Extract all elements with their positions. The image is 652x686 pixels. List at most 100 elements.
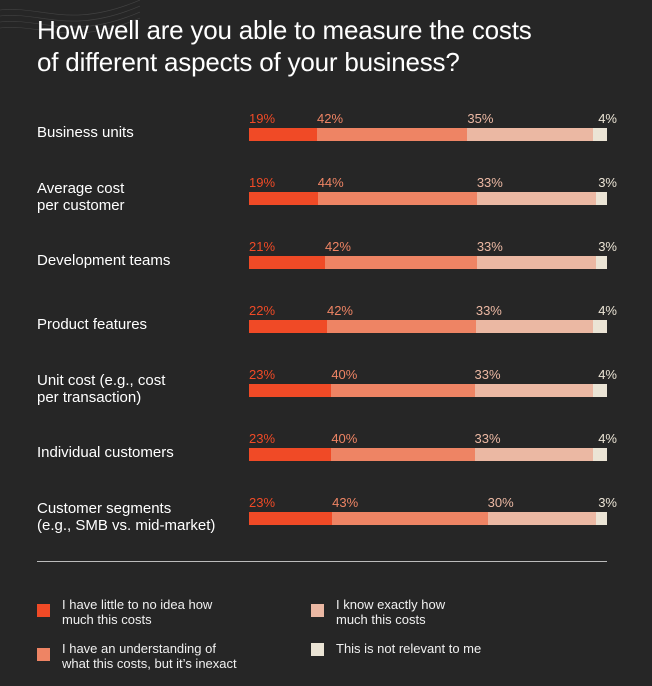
bar-segment-not_relevant <box>596 256 607 269</box>
bar-segment-understanding <box>331 448 475 461</box>
stacked-bar <box>249 256 607 269</box>
bar-segment-not_relevant <box>596 512 607 525</box>
decorative-wave-lines <box>0 0 140 34</box>
category-label-line: Development teams <box>37 252 171 269</box>
category-label: Individual customers <box>37 444 237 461</box>
stacked-bar <box>249 128 607 141</box>
legend-label-line: This is not relevant to me <box>336 641 482 656</box>
data-label: 23% <box>249 431 276 446</box>
data-label: 19% <box>249 111 276 126</box>
data-label: 22% <box>249 303 276 318</box>
data-label: 35% <box>467 111 494 126</box>
data-label: 4% <box>598 111 617 126</box>
category-label-line: Average cost <box>37 180 125 197</box>
legend-label-line: I have little to no idea how <box>62 597 213 612</box>
data-label: 30% <box>487 495 514 510</box>
bar-segment-understanding <box>331 384 475 397</box>
data-label: 4% <box>598 367 617 382</box>
category-label-line: per transaction) <box>37 389 142 406</box>
chart-row: Product features 22% 42% 33% 4% <box>0 304 652 354</box>
bar-segment-understanding <box>317 192 477 205</box>
chart-row: Average cost per customer 19% 44% 33% 3% <box>0 176 652 226</box>
stacked-bar <box>249 192 607 205</box>
data-label: 3% <box>598 495 617 510</box>
bar-segment-exactly <box>476 256 597 269</box>
bar-segment-little_idea <box>249 192 318 205</box>
data-label: 33% <box>475 303 502 318</box>
bar-segment-exactly <box>474 448 593 461</box>
chart-row: Development teams 21% 42% 33% 3% <box>0 240 652 290</box>
bar-segment-little_idea <box>249 256 325 269</box>
legend-swatch <box>311 604 324 617</box>
chart-title: How well are you able to measure the cos… <box>37 14 617 78</box>
data-label: 23% <box>249 367 276 382</box>
category-label-line: Individual customers <box>37 444 174 461</box>
legend-label-line: I know exactly how <box>336 597 446 612</box>
category-label: Average cost per customer <box>37 180 237 214</box>
category-label-line: Unit cost (e.g., cost <box>37 372 166 389</box>
legend-label-line: much this costs <box>62 612 152 627</box>
category-label-line: Product features <box>37 316 148 333</box>
data-label: 43% <box>332 495 359 510</box>
stacked-bar <box>249 512 607 525</box>
category-label-line: (e.g., SMB vs. mid-market) <box>37 517 216 534</box>
legend-label-line: I have an understanding of <box>62 641 216 656</box>
legend-label-line: much this costs <box>336 612 426 627</box>
legend-label: This is not relevant to me <box>336 641 576 656</box>
legend-label: I have an understanding of what this cost… <box>62 641 302 671</box>
bar-segment-exactly <box>487 512 597 525</box>
chart-row: Business units 19% 42% 35% 4% <box>0 112 652 162</box>
bar-segment-not_relevant <box>592 320 607 333</box>
category-label-line: per customer <box>37 197 125 214</box>
category-label-line: Business units <box>37 124 134 141</box>
stacked-bar <box>249 448 607 461</box>
bar-segment-little_idea <box>249 512 333 525</box>
data-label: 23% <box>249 495 276 510</box>
bar-segment-exactly <box>474 384 593 397</box>
legend-divider <box>37 561 607 562</box>
stacked-bar <box>249 320 607 333</box>
data-label: 44% <box>317 175 344 190</box>
chart-row: Customer segments (e.g., SMB vs. mid-mark… <box>0 496 652 546</box>
data-label: 42% <box>326 303 353 318</box>
category-label-line: Customer segments <box>37 500 172 517</box>
data-label: 40% <box>331 367 358 382</box>
bar-segment-not_relevant <box>592 128 607 141</box>
bar-segment-little_idea <box>249 128 318 141</box>
data-label: 21% <box>249 239 276 254</box>
chart-row: Individual customers 23% 40% 33% 4% <box>0 432 652 482</box>
data-label: 4% <box>598 431 617 446</box>
bar-segment-understanding <box>326 320 476 333</box>
bar-segment-not_relevant <box>592 384 607 397</box>
legend-swatch <box>311 643 324 656</box>
data-label: 19% <box>249 175 276 190</box>
legend-swatch <box>37 648 50 661</box>
bar-segment-little_idea <box>249 320 327 333</box>
data-label: 33% <box>476 239 503 254</box>
chart-row: Unit cost (e.g., cost per transaction) 23%… <box>0 368 652 418</box>
bar-segment-exactly <box>467 128 593 141</box>
bar-segment-not_relevant <box>596 192 607 205</box>
bar-segment-understanding <box>332 512 488 525</box>
chart-title-line-1: How well are you able to measure the cos… <box>37 15 532 45</box>
data-label: 4% <box>598 303 617 318</box>
legend-swatch <box>37 604 50 617</box>
legend-label-line: what this costs, but it’s inexact <box>62 656 237 671</box>
category-label: Product features <box>37 316 237 333</box>
data-label: 42% <box>317 111 344 126</box>
bar-segment-little_idea <box>249 448 332 461</box>
bar-segment-exactly <box>476 192 597 205</box>
data-label: 33% <box>476 175 503 190</box>
stacked-bar <box>249 384 607 397</box>
bar-segment-not_relevant <box>592 448 607 461</box>
legend-label: I know exactly how much this costs <box>336 597 576 627</box>
category-label: Development teams <box>37 252 237 269</box>
bar-segment-exactly <box>475 320 593 333</box>
category-label: Customer segments (e.g., SMB vs. mid-mark… <box>37 500 237 534</box>
data-label: 3% <box>598 239 617 254</box>
data-label: 3% <box>598 175 617 190</box>
data-label: 33% <box>474 367 501 382</box>
data-label: 33% <box>474 431 501 446</box>
category-label: Unit cost (e.g., cost per transaction) <box>37 372 237 406</box>
bar-segment-understanding <box>324 256 477 269</box>
